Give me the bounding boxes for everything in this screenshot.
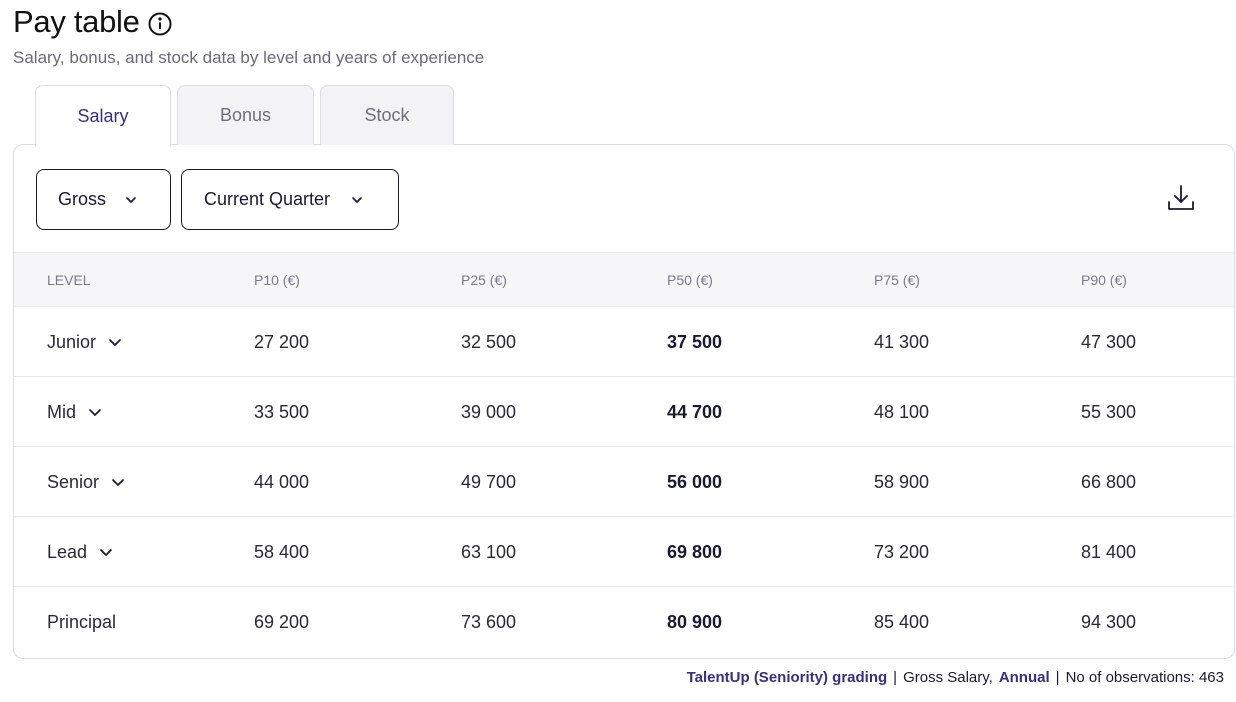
page-header: Pay table — [13, 4, 172, 40]
page-title: Pay table — [13, 4, 140, 39]
table-row[interactable]: Mid 33 500 39 000 44 700 48 100 55 300 — [14, 377, 1234, 447]
footer-separator: | — [1055, 669, 1060, 686]
level-label: Lead — [47, 541, 88, 562]
level-label: Mid — [47, 401, 77, 422]
chevron-down-icon[interactable] — [108, 335, 122, 349]
period-dropdown[interactable]: Current Quarter — [181, 169, 399, 230]
p25-cell: 49 700 — [461, 471, 517, 492]
p50-cell: 37 500 — [667, 331, 723, 352]
p90-cell: 55 300 — [1081, 401, 1137, 422]
chevron-down-icon[interactable] — [88, 405, 102, 419]
pay-type-dropdown[interactable]: Gross — [36, 169, 171, 230]
p75-cell: 85 400 — [874, 611, 930, 632]
table-header: LEVEL P10 (€) P25 (€) P50 (€) P75 (€) P9… — [14, 252, 1234, 307]
p10-cell: 44 000 — [254, 471, 310, 492]
level-cell[interactable]: Lead — [47, 517, 113, 587]
level-cell[interactable]: Mid — [47, 377, 102, 447]
column-header-p25[interactable]: P25 (€) — [461, 271, 507, 288]
level-label: Principal — [47, 611, 117, 632]
table-row[interactable]: Lead 58 400 63 100 69 800 73 200 81 400 — [14, 517, 1234, 587]
p25-cell: 73 600 — [461, 611, 517, 632]
download-icon[interactable] — [1165, 182, 1197, 214]
grading-link[interactable]: TalentUp (Seniority) grading — [686, 669, 888, 686]
p10-cell: 33 500 — [254, 401, 310, 422]
chevron-down-icon[interactable] — [111, 475, 125, 489]
level-cell: Principal — [47, 587, 116, 657]
p50-cell: 69 800 — [667, 541, 723, 562]
p90-cell: 66 800 — [1081, 471, 1137, 492]
p75-cell: 58 900 — [874, 471, 930, 492]
level-label: Senior — [47, 471, 100, 492]
p50-cell: 56 000 — [667, 471, 723, 492]
salary-type-text: Gross Salary, — [903, 669, 993, 686]
level-cell[interactable]: Senior — [47, 447, 125, 517]
table-row[interactable]: Junior 27 200 32 500 37 500 41 300 47 30… — [14, 307, 1234, 377]
period-value: Current Quarter — [204, 189, 331, 209]
column-header-p10[interactable]: P10 (€) — [254, 271, 300, 288]
page-subtitle: Salary, bonus, and stock data by level a… — [13, 48, 485, 67]
table-footer: TalentUp (Seniority) grading | Gross Sal… — [687, 669, 1224, 686]
column-header-level[interactable]: LEVEL — [47, 271, 91, 288]
tab-bonus[interactable]: Bonus — [177, 85, 314, 145]
p10-cell: 69 200 — [254, 611, 310, 632]
period-link[interactable]: Annual — [998, 669, 1050, 686]
p25-cell: 63 100 — [461, 541, 517, 562]
level-label: Junior — [47, 331, 97, 352]
tab-stock[interactable]: Stock — [320, 85, 454, 145]
p75-cell: 41 300 — [874, 331, 930, 352]
p75-cell: 48 100 — [874, 401, 930, 422]
p50-cell: 44 700 — [667, 401, 723, 422]
p10-cell: 27 200 — [254, 331, 310, 352]
chevron-down-icon — [124, 193, 138, 207]
pay-type-value: Gross — [58, 189, 107, 209]
tab-salary[interactable]: Salary — [35, 85, 171, 146]
chevron-down-icon — [350, 193, 364, 207]
p50-cell: 80 900 — [667, 611, 723, 632]
table-row[interactable]: Senior 44 000 49 700 56 000 58 900 66 80… — [14, 447, 1234, 517]
level-cell[interactable]: Junior — [47, 307, 122, 377]
column-header-p90[interactable]: P90 (€) — [1081, 271, 1127, 288]
table-row: Principal 69 200 73 600 80 900 85 400 94… — [14, 587, 1234, 657]
p75-cell: 73 200 — [874, 541, 930, 562]
tab-bar: Salary Bonus Stock — [35, 85, 454, 146]
p25-cell: 32 500 — [461, 331, 517, 352]
p25-cell: 39 000 — [461, 401, 517, 422]
p90-cell: 81 400 — [1081, 541, 1137, 562]
p90-cell: 47 300 — [1081, 331, 1137, 352]
p90-cell: 94 300 — [1081, 611, 1137, 632]
column-header-p75[interactable]: P75 (€) — [874, 271, 920, 288]
observations-count: No of observations: 463 — [1065, 669, 1224, 686]
p10-cell: 58 400 — [254, 541, 310, 562]
column-header-p50[interactable]: P50 (€) — [667, 271, 713, 288]
chevron-down-icon[interactable] — [99, 545, 113, 559]
footer-separator: | — [893, 669, 898, 686]
pay-table-card: Gross Current Quarter LEVEL P10 (€) P25 … — [13, 144, 1235, 659]
info-icon[interactable] — [148, 12, 172, 36]
